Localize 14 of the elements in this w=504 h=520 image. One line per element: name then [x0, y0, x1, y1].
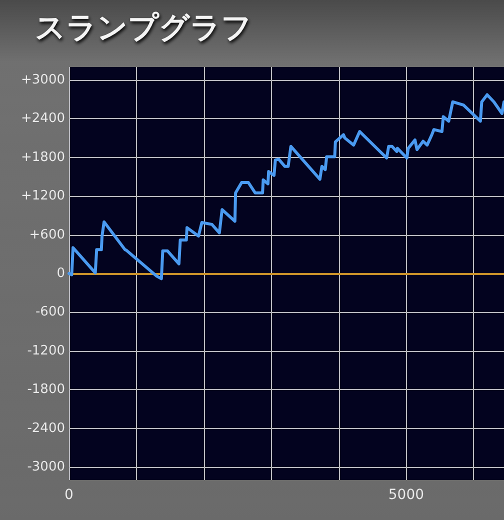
y-tick-label: -600	[35, 304, 65, 320]
y-tick-label: -1200	[27, 343, 65, 358]
y-tick-label: -2400	[27, 420, 65, 436]
y-tick-label: +3000	[21, 72, 65, 88]
y-tick-label: -1800	[27, 382, 65, 398]
y-tick-label: +600	[29, 227, 65, 242]
line-series	[68, 93, 504, 280]
y-tick-label: -3000	[27, 460, 65, 475]
y-tick-label: +2400	[21, 111, 65, 126]
x-tick-label: 5000	[388, 487, 424, 503]
y-tick-label: 0	[56, 266, 65, 281]
y-tick-label: +1200	[21, 188, 65, 204]
chart-title: スランプグラフ	[35, 10, 252, 46]
y-tick-label: +1800	[21, 150, 65, 165]
